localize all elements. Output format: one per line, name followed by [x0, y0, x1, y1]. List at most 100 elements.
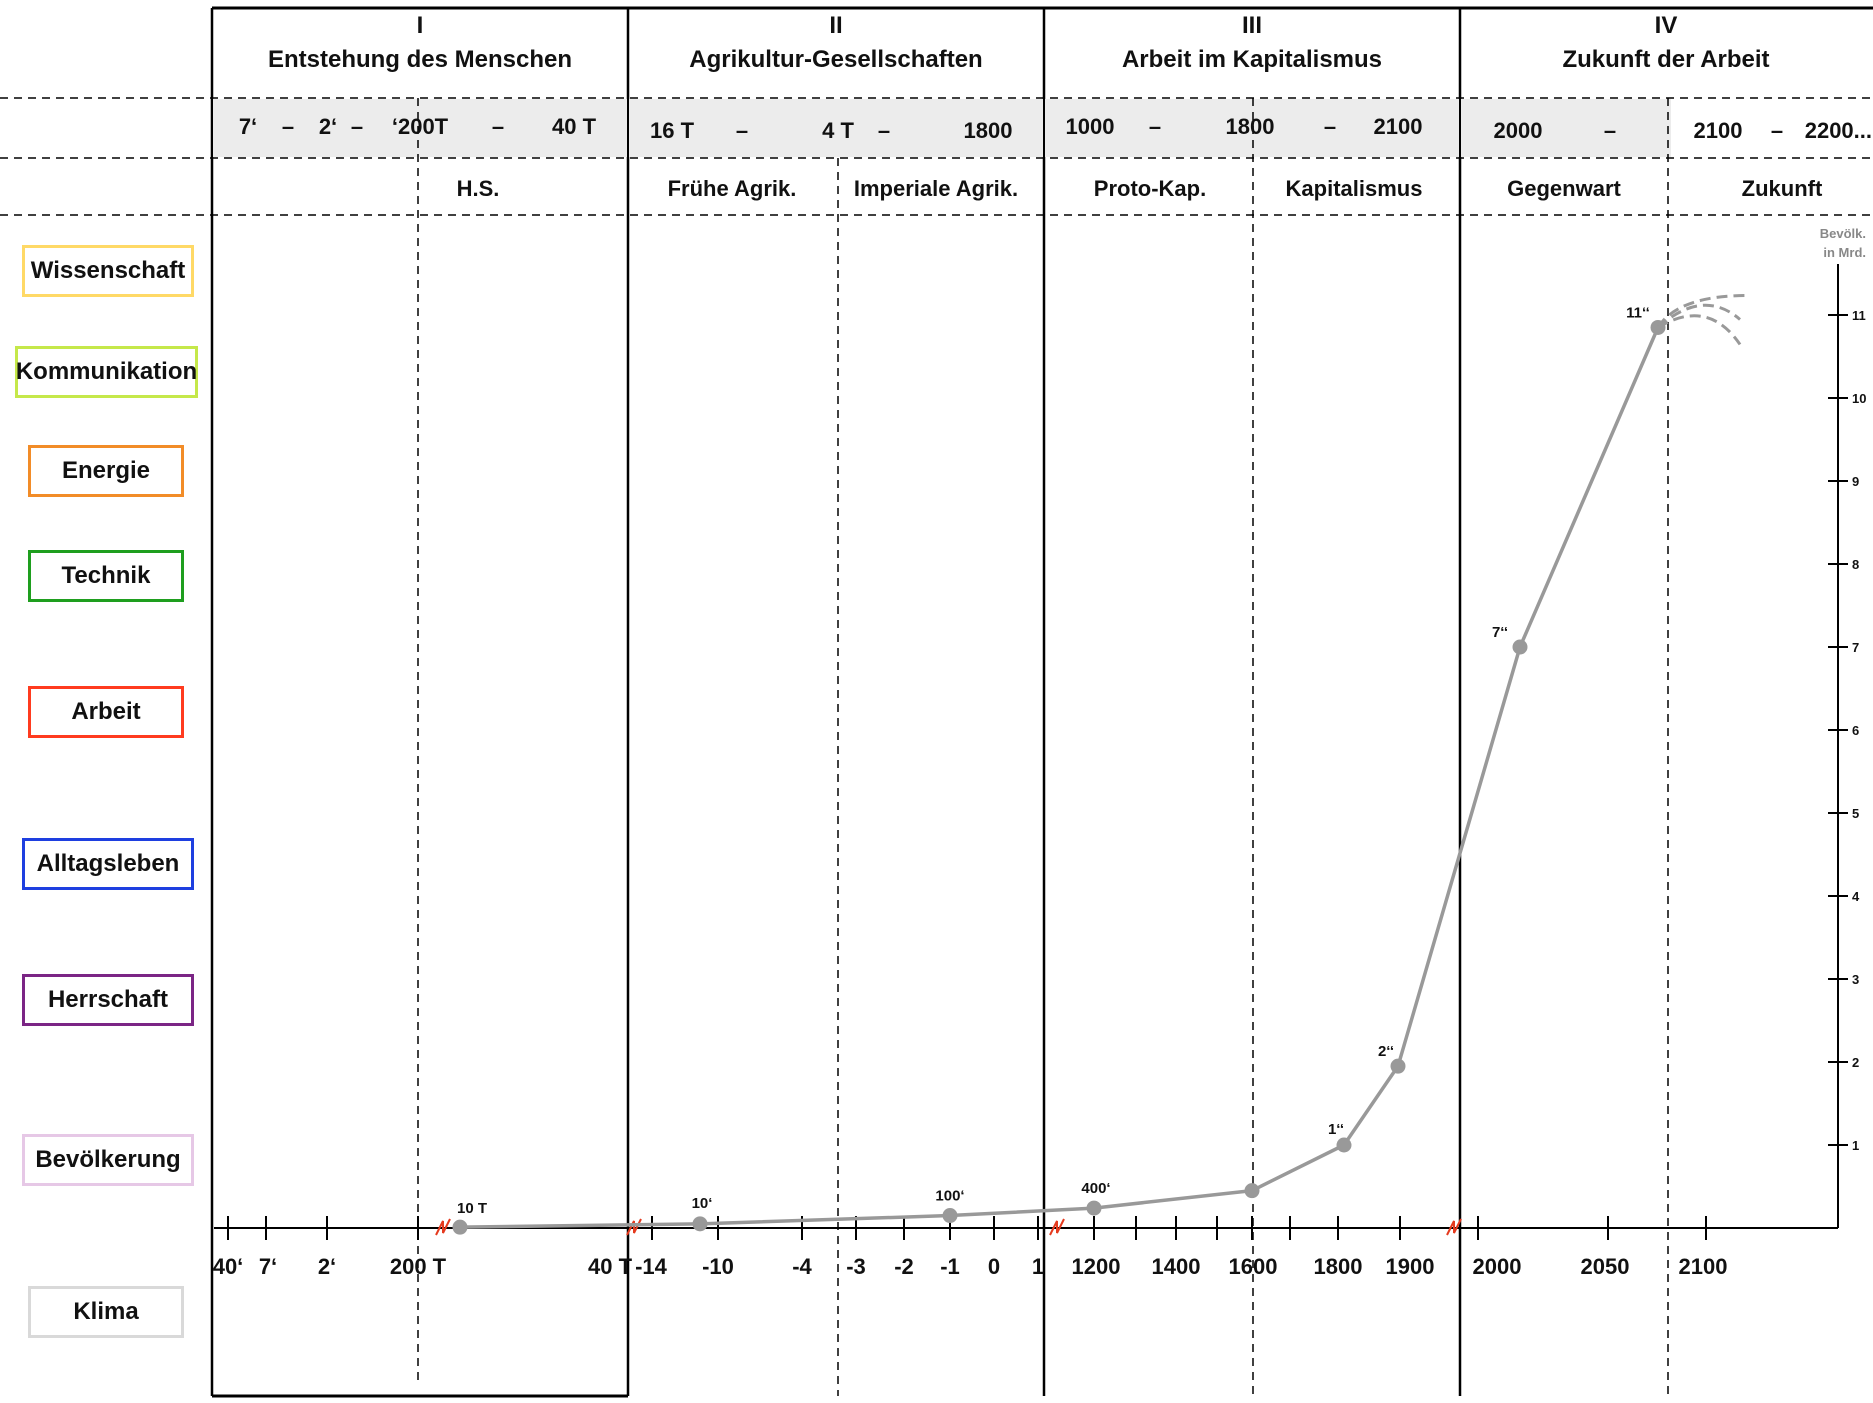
date-row-label-21: 2200...: [1805, 118, 1872, 143]
data-point-5: [1336, 1137, 1352, 1153]
data-point-3: [1086, 1200, 1102, 1216]
data-point-6: [1390, 1058, 1406, 1074]
y-tick-label-11: 11: [1852, 308, 1866, 323]
date-row-label-9: 4 T: [822, 118, 854, 143]
projection-low: [1657, 314, 1742, 346]
x-tick-label-11: 0: [988, 1254, 1000, 1279]
period-title-2: Agrikultur-Gesellschaften: [689, 46, 982, 73]
subperiod-label-6: Zukunft: [1742, 176, 1823, 201]
x-tick-label-3: 200 T: [390, 1254, 447, 1279]
period-numeral-4: IV: [1655, 12, 1678, 39]
date-row-label-0: 7‘: [239, 114, 257, 139]
subperiod-label-5: Gegenwart: [1507, 176, 1621, 201]
x-tick-label-6: -10: [702, 1254, 734, 1279]
x-tick-label-8: -3: [846, 1254, 866, 1279]
date-row-shade-0: [213, 99, 627, 157]
data-label-1: 10‘: [692, 1195, 713, 1212]
y-tick-label-8: 8: [1852, 557, 1859, 572]
category-energie: Energie: [28, 445, 184, 497]
y-tick-label-10: 10: [1852, 391, 1866, 406]
date-row-label-18: –: [1604, 118, 1616, 143]
x-tick-label-10: -1: [940, 1254, 960, 1279]
date-row-label-1: –: [282, 114, 294, 139]
date-row-label-8: –: [736, 118, 748, 143]
date-row-shade-1: [629, 99, 1043, 157]
data-point-0: [452, 1219, 468, 1235]
date-row-label-10: –: [878, 118, 890, 143]
category-herrschaft: Herrschaft: [22, 974, 194, 1026]
x-tick-label-0: 40‘: [213, 1254, 244, 1279]
axis-break-mark-3: [1446, 1218, 1462, 1236]
category-alltagsleben: Alltagsleben: [22, 838, 194, 890]
subperiod-label-3: Proto-Kap.: [1094, 176, 1206, 201]
date-row-shade-2: [1045, 99, 1459, 157]
data-label-8: 11‘‘: [1626, 304, 1650, 321]
date-row-label-13: –: [1149, 114, 1161, 139]
date-row-label-5: –: [492, 114, 504, 139]
category-technik: Technik: [28, 550, 184, 602]
date-row-label-6: 40 T: [552, 114, 597, 139]
date-row-label-14: 1800: [1226, 114, 1275, 139]
category-kommunikation: Kommunikation: [15, 346, 198, 398]
period-numeral-3: III: [1242, 12, 1262, 39]
subperiod-label-0: H.S.: [457, 176, 500, 201]
x-tick-label-15: 1600: [1229, 1254, 1278, 1279]
x-tick-label-12: 1: [1032, 1254, 1044, 1279]
subperiod-label-4: Kapitalismus: [1286, 176, 1423, 201]
date-row-label-11: 1800: [964, 118, 1013, 143]
category-wissenschaft: Wissenschaft: [22, 245, 194, 297]
y-axis-title-line2: in Mrd.: [1823, 245, 1866, 260]
data-point-7: [1512, 639, 1528, 655]
x-tick-label-13: 1200: [1072, 1254, 1121, 1279]
date-row-label-20: –: [1771, 118, 1783, 143]
x-tick-label-18: 2000: [1473, 1254, 1522, 1279]
category-arbeit: Arbeit: [28, 686, 184, 738]
x-tick-label-14: 1400: [1152, 1254, 1201, 1279]
data-label-7: 7‘‘: [1492, 624, 1508, 641]
population-line: [459, 326, 1660, 1229]
projection-high: [1656, 293, 1749, 329]
period-title-4: Zukunft der Arbeit: [1562, 46, 1769, 73]
data-point-4: [1244, 1183, 1260, 1199]
y-tick-label-4: 4: [1852, 889, 1860, 904]
data-label-6: 2‘‘: [1378, 1043, 1394, 1060]
x-tick-label-5: -14: [635, 1254, 668, 1279]
y-axis-title-line1: Bevölk.: [1820, 226, 1866, 241]
period-numeral-2: II: [829, 12, 842, 39]
period-title-3: Arbeit im Kapitalismus: [1122, 46, 1382, 73]
date-row-label-4: ‘200T: [392, 114, 449, 139]
period-title-1: Entstehung des Menschen: [268, 46, 572, 73]
x-tick-label-1: 7‘: [259, 1254, 277, 1279]
y-tick-label-9: 9: [1852, 474, 1859, 489]
x-tick-label-2: 2‘: [318, 1254, 336, 1279]
y-tick-label-3: 3: [1852, 972, 1859, 987]
date-row-label-7: 16 T: [650, 118, 695, 143]
period-numeral-1: I: [417, 12, 424, 39]
date-row-label-2: 2‘: [319, 114, 337, 139]
category-klima: Klima: [28, 1286, 184, 1338]
y-tick-label-7: 7: [1852, 640, 1859, 655]
axis-break-mark-0: [435, 1218, 451, 1236]
data-label-3: 400‘: [1081, 1180, 1110, 1197]
y-tick-label-2: 2: [1852, 1055, 1859, 1070]
y-tick-label-5: 5: [1852, 806, 1859, 821]
x-tick-label-9: -2: [894, 1254, 914, 1279]
category-bevoelkerung: Bevölkerung: [22, 1134, 194, 1186]
date-row-label-15: –: [1324, 114, 1336, 139]
date-row-label-19: 2100: [1694, 118, 1743, 143]
data-point-2: [942, 1208, 958, 1224]
date-row-label-3: –: [351, 114, 363, 139]
axis-break-mark-2: [1049, 1218, 1065, 1236]
data-point-1: [692, 1216, 708, 1232]
y-tick-label-6: 6: [1852, 723, 1859, 738]
x-tick-label-20: 2100: [1679, 1254, 1728, 1279]
x-tick-label-19: 2050: [1581, 1254, 1630, 1279]
data-label-5: 1‘‘: [1328, 1121, 1344, 1138]
subperiod-label-2: Imperiale Agrik.: [854, 176, 1018, 201]
date-row-shade-3: [1461, 99, 1671, 157]
x-tick-label-16: 1800: [1314, 1254, 1363, 1279]
data-label-0: 10 T: [457, 1200, 487, 1217]
x-tick-label-7: -4: [792, 1254, 812, 1279]
